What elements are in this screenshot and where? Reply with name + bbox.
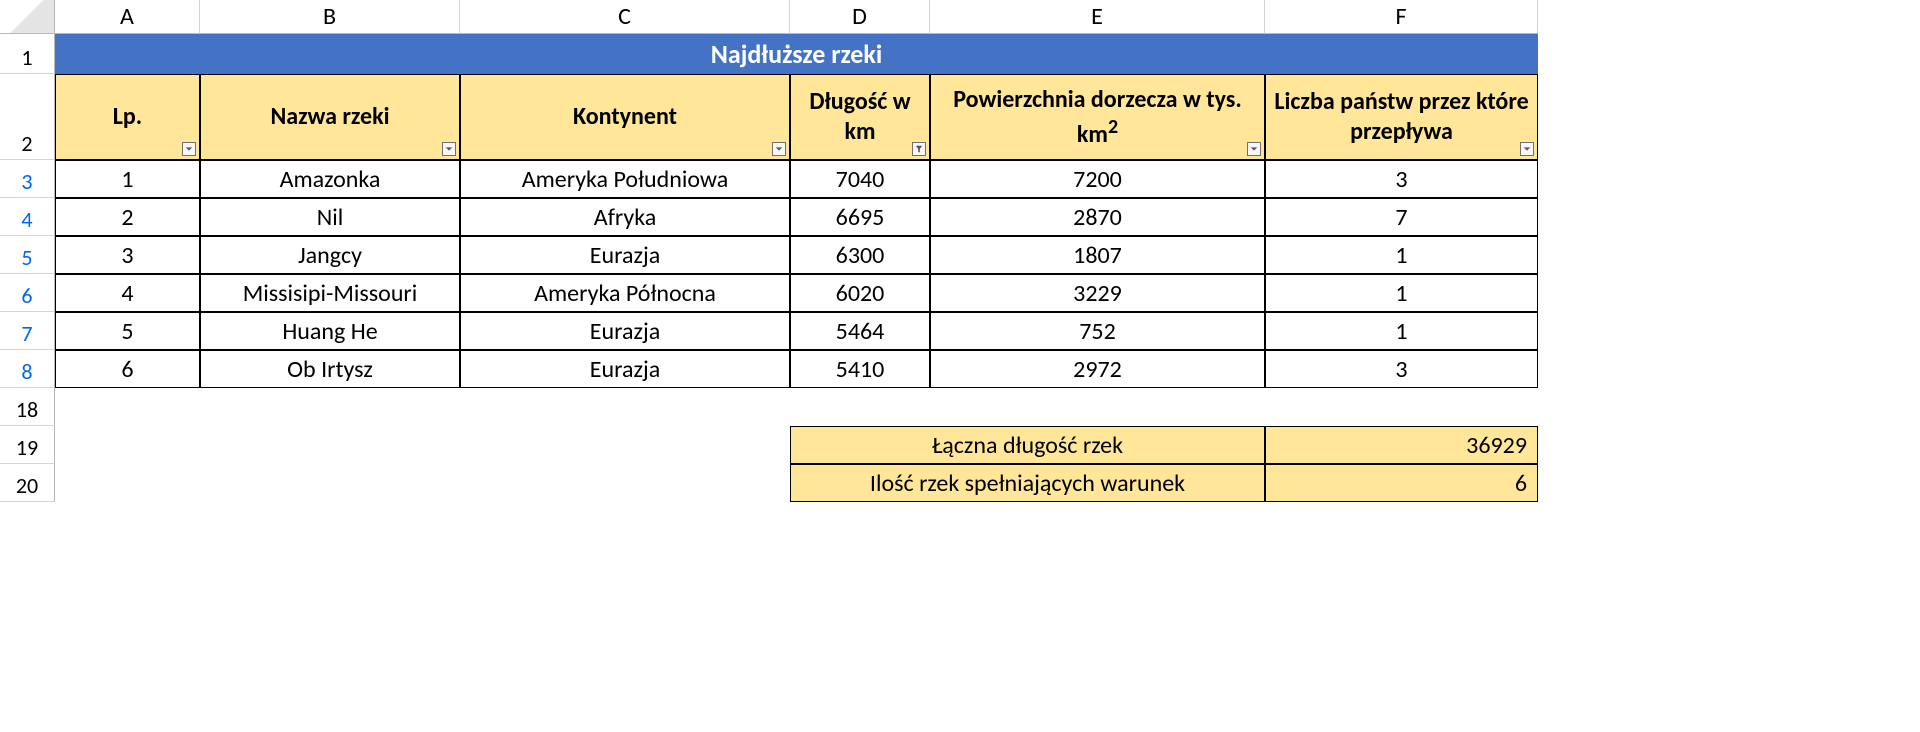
empty-cell[interactable] <box>790 388 930 426</box>
row-header-3[interactable]: 3 <box>0 160 55 198</box>
header-text: Kontynent <box>573 102 677 132</box>
col-header-A[interactable]: A <box>55 0 200 34</box>
row-header-1[interactable]: 1 <box>0 34 55 74</box>
row-header-7[interactable]: 7 <box>0 312 55 350</box>
summary-label-count[interactable]: Ilość rzek spełniających warunek <box>790 464 1265 502</box>
empty-cell[interactable] <box>460 464 790 502</box>
summary-label-total-length[interactable]: Łączna długość rzek <box>790 426 1265 464</box>
row-header-19[interactable]: 19 <box>0 426 55 464</box>
table-cell[interactable]: 7040 <box>790 160 930 198</box>
header-nazwa[interactable]: Nazwa rzeki <box>200 74 460 160</box>
table-cell[interactable]: Huang He <box>200 312 460 350</box>
col-header-E[interactable]: E <box>930 0 1265 34</box>
header-text: Długość w km <box>797 87 923 147</box>
filter-dropdown-icon[interactable] <box>1520 142 1534 156</box>
empty-cell[interactable] <box>55 426 200 464</box>
col-header-B[interactable]: B <box>200 0 460 34</box>
filter-dropdown-icon[interactable] <box>772 142 786 156</box>
table-cell[interactable]: 7 <box>1265 198 1538 236</box>
header-text: Nazwa rzeki <box>270 102 389 132</box>
col-header-C[interactable]: C <box>460 0 790 34</box>
table-cell[interactable]: 1 <box>1265 312 1538 350</box>
row-header-8[interactable]: 8 <box>0 350 55 388</box>
row-header-20[interactable]: 20 <box>0 464 55 502</box>
filter-active-icon[interactable] <box>912 142 926 156</box>
empty-cell[interactable] <box>460 388 790 426</box>
table-cell[interactable]: 1807 <box>930 236 1265 274</box>
row-header-2[interactable]: 2 <box>0 74 55 160</box>
col-header-D[interactable]: D <box>790 0 930 34</box>
table-cell[interactable]: 5464 <box>790 312 930 350</box>
table-cell[interactable]: Ameryka Północna <box>460 274 790 312</box>
table-cell[interactable]: Nil <box>200 198 460 236</box>
row-header-5[interactable]: 5 <box>0 236 55 274</box>
header-powierzchnia[interactable]: Powierzchnia dorzecza w tys. km2 <box>930 74 1265 160</box>
header-liczba-panstw[interactable]: Liczba państw przez które przepływa <box>1265 74 1538 160</box>
header-text: Liczba państw przez które przepływa <box>1272 87 1531 147</box>
table-cell[interactable]: Eurazja <box>460 236 790 274</box>
col-header-F[interactable]: F <box>1265 0 1538 34</box>
summary-value-count[interactable]: 6 <box>1265 464 1538 502</box>
empty-cell[interactable] <box>200 464 460 502</box>
header-lp[interactable]: Lp. <box>55 74 200 160</box>
table-cell[interactable]: 1 <box>1265 236 1538 274</box>
table-cell[interactable]: 3229 <box>930 274 1265 312</box>
filter-dropdown-icon[interactable] <box>182 142 196 156</box>
table-cell[interactable]: 1 <box>55 160 200 198</box>
table-cell[interactable]: 3 <box>55 236 200 274</box>
table-cell[interactable]: 6695 <box>790 198 930 236</box>
row-header-6[interactable]: 6 <box>0 274 55 312</box>
table-cell[interactable]: Amazonka <box>200 160 460 198</box>
table-cell[interactable]: 2870 <box>930 198 1265 236</box>
row-header-4[interactable]: 4 <box>0 198 55 236</box>
header-text: Lp. <box>113 102 142 132</box>
table-cell[interactable]: 6300 <box>790 236 930 274</box>
table-cell[interactable]: 4 <box>55 274 200 312</box>
table-cell[interactable]: Eurazja <box>460 350 790 388</box>
table-cell[interactable]: Missisipi-Missouri <box>200 274 460 312</box>
summary-value-total-length[interactable]: 36929 <box>1265 426 1538 464</box>
empty-cell[interactable] <box>200 426 460 464</box>
table-cell[interactable]: Ameryka Południowa <box>460 160 790 198</box>
select-all-corner[interactable] <box>0 0 55 34</box>
empty-cell[interactable] <box>1265 388 1538 426</box>
table-cell[interactable]: 3 <box>1265 350 1538 388</box>
row-header-18[interactable]: 18 <box>0 388 55 426</box>
empty-cell[interactable] <box>55 464 200 502</box>
table-cell[interactable]: 3 <box>1265 160 1538 198</box>
table-cell[interactable]: 7200 <box>930 160 1265 198</box>
table-cell[interactable]: 1 <box>1265 274 1538 312</box>
header-kontynent[interactable]: Kontynent <box>460 74 790 160</box>
empty-cell[interactable] <box>200 388 460 426</box>
table-cell[interactable]: Afryka <box>460 198 790 236</box>
table-cell[interactable]: 2 <box>55 198 200 236</box>
filter-dropdown-icon[interactable] <box>442 142 456 156</box>
header-text: Powierzchnia dorzecza w tys. km2 <box>937 85 1258 150</box>
header-dlugosc[interactable]: Długość w km <box>790 74 930 160</box>
empty-cell[interactable] <box>930 388 1265 426</box>
empty-cell[interactable] <box>460 426 790 464</box>
table-cell[interactable]: 752 <box>930 312 1265 350</box>
title-cell[interactable]: Najdłuższe rzeki <box>55 34 1538 74</box>
table-cell[interactable]: 2972 <box>930 350 1265 388</box>
table-cell[interactable]: 5 <box>55 312 200 350</box>
spreadsheet: A B C D E F 1 Najdłuższe rzeki 2 Lp. Naz… <box>0 0 1538 502</box>
filter-dropdown-icon[interactable] <box>1247 142 1261 156</box>
empty-cell[interactable] <box>55 388 200 426</box>
table-cell[interactable]: Jangcy <box>200 236 460 274</box>
table-cell[interactable]: Eurazja <box>460 312 790 350</box>
table-cell[interactable]: 5410 <box>790 350 930 388</box>
table-cell[interactable]: 6 <box>55 350 200 388</box>
table-cell[interactable]: Ob Irtysz <box>200 350 460 388</box>
table-cell[interactable]: 6020 <box>790 274 930 312</box>
